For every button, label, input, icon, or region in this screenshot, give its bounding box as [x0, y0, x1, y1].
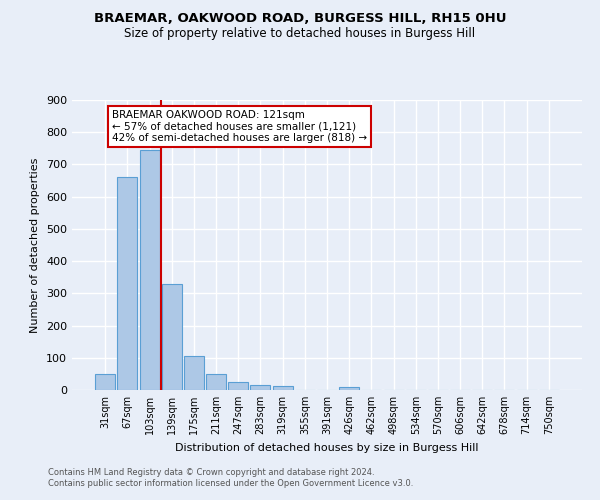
X-axis label: Distribution of detached houses by size in Burgess Hill: Distribution of detached houses by size …	[175, 442, 479, 452]
Bar	[206, 374, 226, 390]
Bar	[339, 387, 359, 390]
Y-axis label: Number of detached properties: Number of detached properties	[31, 158, 40, 332]
Bar	[140, 150, 160, 390]
Bar	[272, 386, 293, 390]
Text: Contains HM Land Registry data © Crown copyright and database right 2024.
Contai: Contains HM Land Registry data © Crown c…	[48, 468, 413, 487]
Text: Size of property relative to detached houses in Burgess Hill: Size of property relative to detached ho…	[124, 28, 476, 40]
Bar	[250, 384, 271, 390]
Text: BRAEMAR OAKWOOD ROAD: 121sqm
← 57% of detached houses are smaller (1,121)
42% of: BRAEMAR OAKWOOD ROAD: 121sqm ← 57% of de…	[112, 110, 367, 143]
Text: BRAEMAR, OAKWOOD ROAD, BURGESS HILL, RH15 0HU: BRAEMAR, OAKWOOD ROAD, BURGESS HILL, RH1…	[94, 12, 506, 26]
Bar	[95, 374, 115, 390]
Bar	[184, 356, 204, 390]
Bar	[228, 382, 248, 390]
Bar	[118, 178, 137, 390]
Bar	[162, 284, 182, 390]
